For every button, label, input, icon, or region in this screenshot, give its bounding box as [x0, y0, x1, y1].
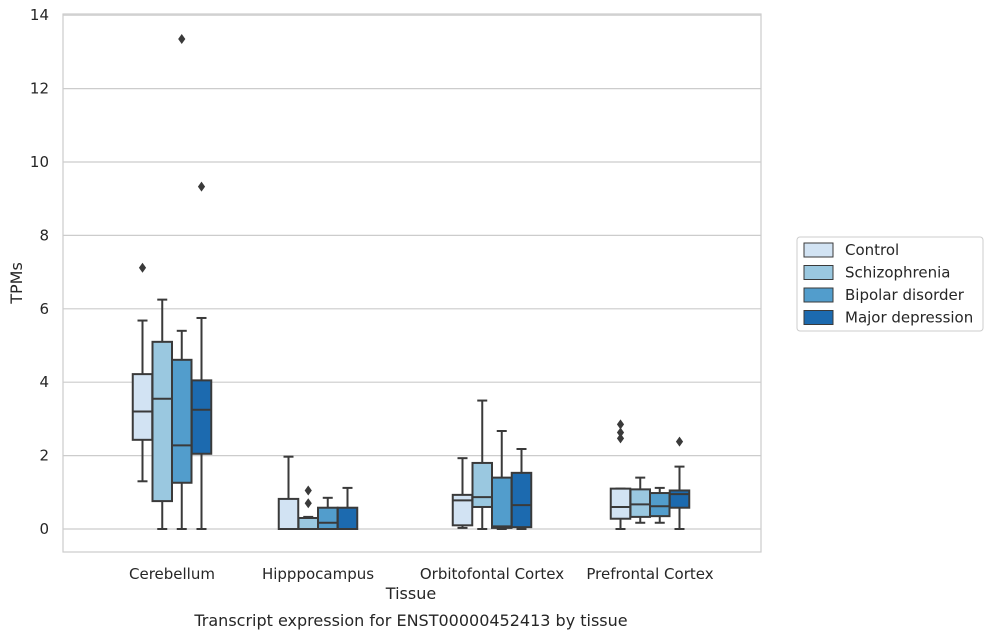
box-group: [609, 419, 632, 530]
box-group: [131, 262, 154, 483]
box-group: [649, 486, 671, 524]
box-group: [151, 298, 173, 530]
box-group: [629, 476, 651, 524]
box-plots: [131, 34, 691, 531]
x-axis-title: Tissue: [385, 584, 436, 603]
outlier-point: [197, 181, 206, 192]
box: [510, 471, 533, 529]
box: [471, 461, 493, 508]
y-tick-label: 12: [30, 80, 49, 98]
legend-label: Schizophrenia: [845, 264, 950, 282]
legend-item: Schizophrenia: [803, 264, 950, 282]
box: [491, 476, 513, 529]
outlier-point: [616, 427, 625, 438]
y-tick-label: 10: [30, 153, 49, 171]
legend-swatch: [803, 287, 834, 303]
box-group: [171, 34, 193, 530]
box-group: [451, 457, 474, 529]
x-tick-labels: Cerebellum Hipppocampus Orbitofontal Corte…: [129, 565, 714, 583]
box: [649, 492, 671, 518]
box: [629, 488, 651, 518]
box: [190, 379, 213, 455]
box-group: [190, 181, 213, 530]
box-group: [491, 430, 513, 530]
legend-swatch: [803, 265, 834, 280]
box: [336, 506, 359, 530]
outlier-point: [616, 433, 625, 444]
box: [668, 489, 691, 509]
box-group: [277, 455, 300, 531]
box-group: [471, 399, 493, 530]
box-group: [668, 436, 691, 530]
x-tick-label: Orbitofontal Cortex: [420, 565, 564, 583]
box: [297, 516, 319, 530]
y-tick-label: 2: [39, 447, 49, 465]
legend-frame: [796, 236, 984, 332]
y-tick-label: 8: [39, 226, 49, 244]
legend-swatch: [803, 242, 834, 258]
outlier-point: [138, 262, 147, 273]
box: [451, 493, 474, 527]
outlier-point: [304, 485, 312, 496]
x-tick-label: Hipppocampus: [262, 565, 374, 583]
legend-item: Bipolar disorder: [803, 286, 965, 304]
box: [131, 373, 154, 441]
box-group: [297, 485, 319, 530]
legend-item: Major depression: [803, 309, 973, 327]
box: [609, 487, 632, 520]
outlier-point: [178, 34, 186, 45]
plot-frame: [62, 13, 762, 553]
y-tick-label: 6: [39, 300, 49, 318]
y-tick-label: 4: [39, 373, 49, 391]
y-tick-labels: 0 2 4 6 8 10 12 14: [30, 6, 49, 538]
legend-item: Control: [803, 241, 899, 259]
box: [171, 358, 193, 484]
box: [317, 506, 339, 530]
box-group: [317, 496, 339, 530]
outlier-point: [616, 419, 625, 430]
legend-label: Major depression: [845, 309, 973, 327]
legend: Control Schizophrenia Bipolar disorder Majo…: [796, 236, 984, 332]
box-group: [336, 486, 359, 530]
x-tick-label: Prefrontal Cortex: [586, 565, 713, 583]
box: [151, 340, 173, 503]
legend-label: Control: [845, 241, 899, 259]
y-tick-label: 14: [30, 6, 49, 24]
box-group: [510, 447, 533, 530]
box: [277, 497, 300, 531]
x-tick-label: Cerebellum: [129, 565, 215, 583]
legend-swatch: [803, 310, 834, 325]
legend-label: Bipolar disorder: [845, 286, 965, 304]
outlier-point: [675, 436, 684, 447]
y-tick-label: 0: [39, 520, 49, 538]
outlier-point: [304, 498, 312, 509]
y-axis-title: TPMs: [7, 262, 26, 305]
figure-caption: Transcript expression for ENST0000045241…: [193, 611, 627, 630]
